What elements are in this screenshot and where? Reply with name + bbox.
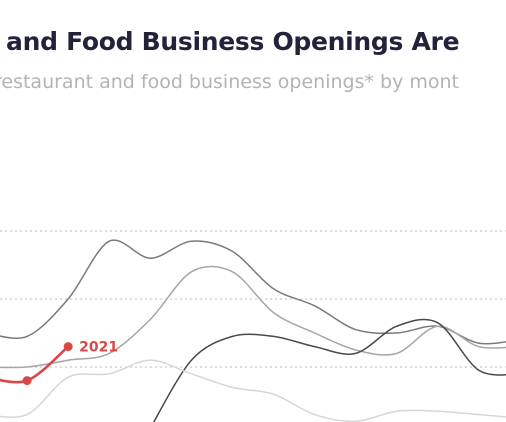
series-line-0 [0, 239, 506, 345]
series-labels: 2021 [79, 340, 118, 356]
series-lines [0, 239, 506, 422]
gridlines [0, 230, 506, 368]
chart-subtitle: restaurant and food business openings* b… [0, 71, 459, 93]
data-point-4-2 [63, 342, 73, 352]
series-line-3 [0, 359, 506, 422]
data-point-4-1 [22, 376, 32, 386]
series-line-1 [0, 265, 506, 369]
chart-title: t and Food Business Openings Are [0, 27, 460, 56]
series-line-2 [152, 318, 506, 422]
series-label-4: 2021 [79, 340, 118, 356]
series-line-4 [0, 345, 70, 384]
